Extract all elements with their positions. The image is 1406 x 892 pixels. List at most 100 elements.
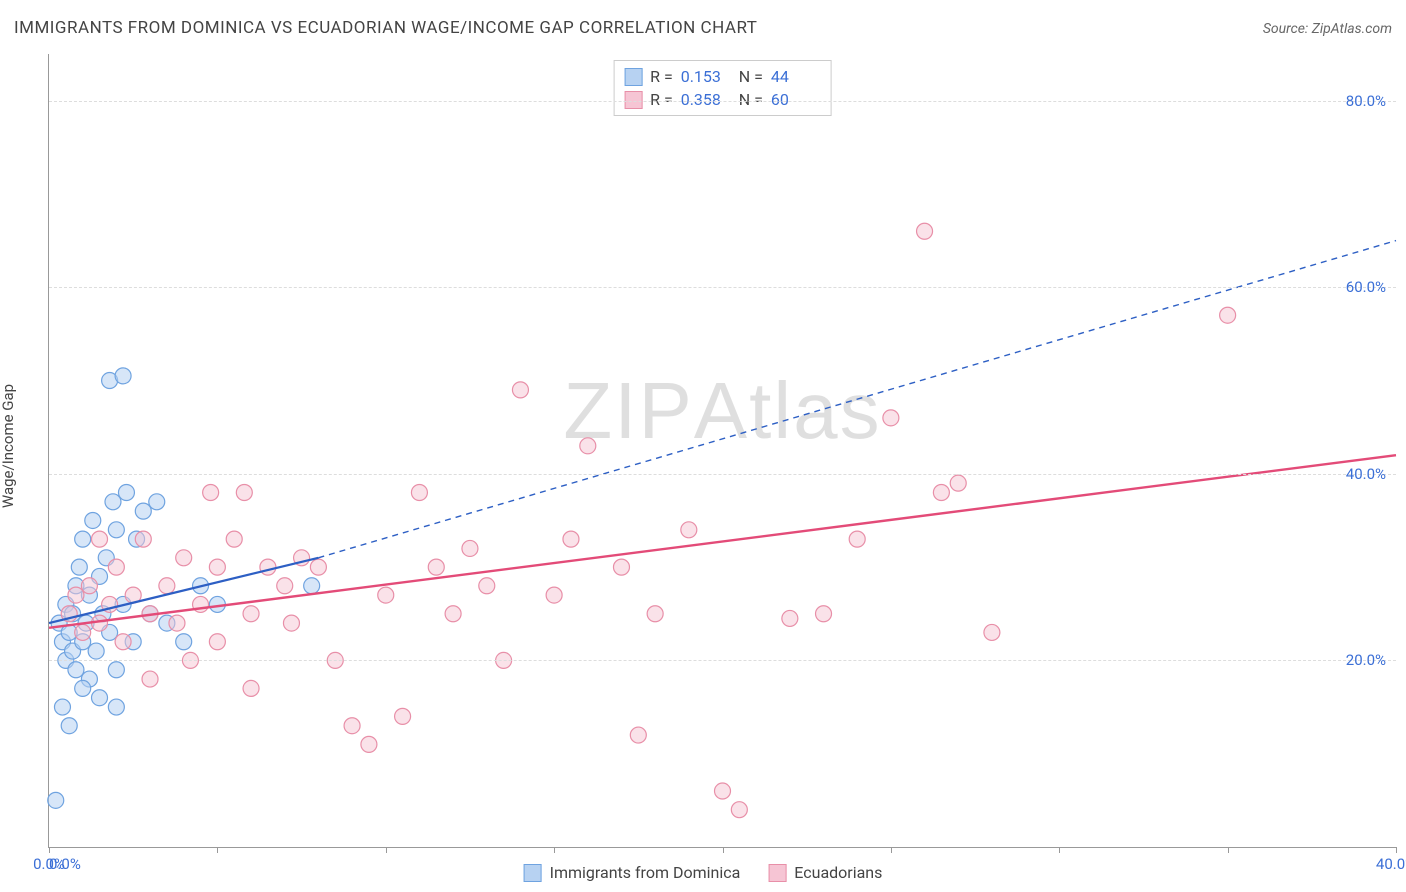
y-tick-label: 60.0% (1346, 278, 1386, 296)
stat-n-value: 44 (771, 67, 821, 86)
scatter-point (169, 615, 185, 631)
x-tick-label: 0.0% (49, 855, 81, 873)
scatter-point (933, 484, 949, 500)
scatter-point (209, 559, 225, 575)
scatter-point (950, 475, 966, 491)
y-axis-label: Wage/Income Gap (0, 384, 17, 508)
scatter-point (92, 531, 108, 547)
scatter-point (75, 624, 91, 640)
x-tick (1396, 847, 1397, 853)
scatter-point (304, 578, 320, 594)
scatter-point (75, 531, 91, 547)
source-link[interactable]: ZipAtlas.com (1312, 21, 1392, 37)
scatter-point (782, 610, 798, 626)
scatter-point (917, 223, 933, 239)
legend-item: Ecuadorians (768, 863, 882, 882)
scatter-point (105, 494, 121, 510)
x-tick-label: 40.0% (1376, 855, 1406, 873)
scatter-point (283, 615, 299, 631)
source-label: Source: (1263, 21, 1308, 37)
y-tick-label: 20.0% (1346, 651, 1386, 669)
scatter-point (92, 690, 108, 706)
scatter-point (209, 634, 225, 650)
header: IMMIGRANTS FROM DOMINICA VS ECUADORIAN W… (14, 18, 1392, 38)
gridline (49, 474, 1396, 475)
scatter-point (48, 792, 64, 808)
scatter-point (226, 531, 242, 547)
gridline (49, 101, 1396, 102)
scatter-point (310, 559, 326, 575)
x-tick (1228, 847, 1229, 853)
scatter-point (849, 531, 865, 547)
scatter-point (118, 484, 134, 500)
legend-label: Ecuadorians (794, 863, 882, 882)
gridline (49, 287, 1396, 288)
scatter-point (462, 540, 478, 556)
stats-row: R =0.153N =44 (624, 65, 821, 88)
chart-area: ZIPAtlas R =0.153N =44R =0.358N =60 20.0… (48, 54, 1396, 848)
scatter-point (479, 578, 495, 594)
trend-line (49, 455, 1396, 628)
scatter-point (715, 783, 731, 799)
scatter-point (647, 606, 663, 622)
stats-legend-box: R =0.153N =44R =0.358N =60 (613, 60, 832, 116)
scatter-point (613, 559, 629, 575)
source-attribution: Source: ZipAtlas.com (1263, 21, 1392, 37)
chart-title: IMMIGRANTS FROM DOMINICA VS ECUADORIAN W… (14, 18, 757, 38)
scatter-point (108, 559, 124, 575)
scatter-point (883, 410, 899, 426)
scatter-point (816, 606, 832, 622)
scatter-point (142, 671, 158, 687)
scatter-point (176, 634, 192, 650)
scatter-point (260, 559, 276, 575)
scatter-point (378, 587, 394, 603)
scatter-point (115, 368, 131, 384)
scatter-point (203, 484, 219, 500)
legend-swatch (624, 91, 642, 109)
scatter-point (445, 606, 461, 622)
scatter-point (176, 550, 192, 566)
scatter-point (81, 578, 97, 594)
scatter-point (361, 736, 377, 752)
scatter-point (68, 587, 84, 603)
scatter-point (277, 578, 293, 594)
stat-r-label: R = (650, 90, 673, 109)
scatter-point (411, 484, 427, 500)
scatter-point (54, 699, 70, 715)
scatter-point (344, 718, 360, 734)
scatter-point (71, 559, 87, 575)
stat-r-value: 0.153 (681, 67, 731, 86)
x-tick (217, 847, 218, 853)
scatter-point (108, 522, 124, 538)
x-tick (386, 847, 387, 853)
scatter-point (108, 662, 124, 678)
scatter-point (108, 699, 124, 715)
stat-r-value: 0.358 (681, 90, 731, 109)
x-tick (49, 847, 50, 853)
stat-n-label: N = (739, 90, 763, 109)
scatter-point (243, 606, 259, 622)
scatter-point (149, 494, 165, 510)
scatter-point (135, 531, 151, 547)
scatter-point (731, 802, 747, 818)
y-tick-label: 40.0% (1346, 465, 1386, 483)
stat-n-value: 60 (771, 90, 821, 109)
scatter-point (61, 718, 77, 734)
stat-n-label: N = (739, 67, 763, 86)
scatter-point (88, 643, 104, 659)
legend-item: Immigrants from Dominica (524, 863, 741, 882)
scatter-point (563, 531, 579, 547)
scatter-point (630, 727, 646, 743)
scatter-point (68, 662, 84, 678)
legend-label: Immigrants from Dominica (550, 863, 741, 882)
scatter-point (236, 484, 252, 500)
plot-svg (49, 54, 1396, 847)
legend-swatch (524, 864, 542, 882)
scatter-point (546, 587, 562, 603)
scatter-point (159, 578, 175, 594)
scatter-point (428, 559, 444, 575)
x-tick (554, 847, 555, 853)
scatter-point (580, 438, 596, 454)
scatter-point (85, 512, 101, 528)
legend-swatch (768, 864, 786, 882)
